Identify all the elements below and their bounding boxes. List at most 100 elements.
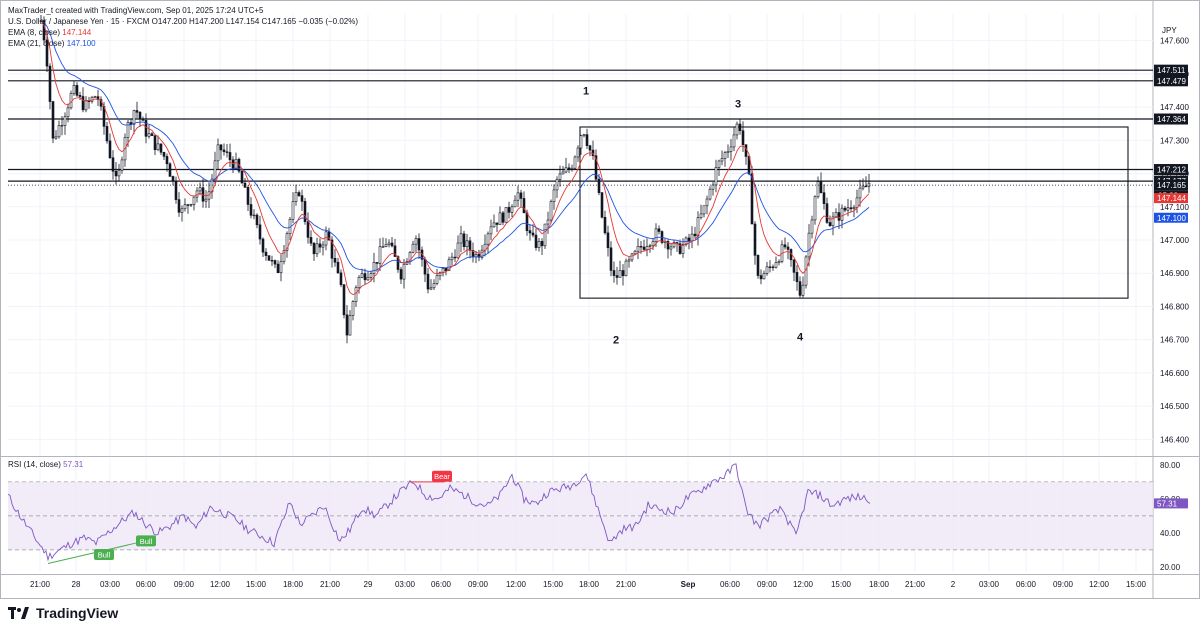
candle-body bbox=[687, 237, 691, 242]
ema8-legend[interactable]: EMA (8, close) 147.144 bbox=[8, 27, 358, 38]
candle-body bbox=[315, 243, 319, 255]
candle-body bbox=[612, 270, 616, 276]
candle-body bbox=[738, 123, 742, 131]
candle-body bbox=[516, 192, 520, 201]
candle-body bbox=[531, 232, 535, 236]
candle-body bbox=[249, 204, 253, 216]
x-tick-label: 03:00 bbox=[979, 580, 1000, 589]
candle-body bbox=[741, 130, 745, 145]
candle-body bbox=[702, 205, 706, 215]
candle-body bbox=[60, 125, 64, 127]
x-tick-label: 09:00 bbox=[468, 580, 489, 589]
wave-point-label: 3 bbox=[735, 99, 741, 111]
ema8-value: 147.144 bbox=[62, 28, 92, 37]
candle-body bbox=[843, 207, 847, 211]
candle-body bbox=[144, 120, 148, 137]
candle-body bbox=[336, 261, 340, 274]
candle-body bbox=[447, 259, 451, 272]
candle-body bbox=[324, 231, 328, 246]
divergence-label-bg bbox=[136, 535, 156, 547]
candle-body bbox=[414, 238, 418, 245]
candle-body bbox=[729, 146, 733, 152]
y-tick-label: 146.500 bbox=[1160, 402, 1189, 411]
candle-body bbox=[855, 197, 859, 208]
candle-body bbox=[840, 207, 844, 221]
candle-body bbox=[291, 201, 295, 220]
y-tick-label: 147.000 bbox=[1160, 236, 1189, 245]
divergence-label-bg bbox=[94, 548, 114, 560]
rsi-legend-value: 57.31 bbox=[63, 460, 84, 469]
candle-body bbox=[225, 151, 229, 153]
level-price-tag-bg bbox=[1154, 113, 1188, 125]
candle-body bbox=[777, 261, 781, 263]
candle-body bbox=[648, 245, 652, 247]
candle-body bbox=[756, 255, 760, 276]
x-tick-label: 15:00 bbox=[246, 580, 267, 589]
candle-body bbox=[450, 256, 454, 261]
candle-body bbox=[279, 261, 283, 274]
candle-body bbox=[138, 111, 142, 120]
rsi-y-tick-label: 80.00 bbox=[1160, 461, 1181, 470]
x-tick-label: 21:00 bbox=[616, 580, 637, 589]
candle-body bbox=[78, 95, 82, 97]
divergence-label: Bull bbox=[98, 550, 111, 559]
candle-body bbox=[627, 259, 631, 262]
candle-body bbox=[585, 134, 589, 146]
level-price-tag-bg bbox=[1154, 64, 1188, 76]
candle-body bbox=[621, 270, 625, 277]
wave-point-label: 4 bbox=[797, 331, 804, 343]
ema21-legend[interactable]: EMA (21, close) 147.100 bbox=[8, 38, 358, 49]
candle-body bbox=[501, 212, 505, 223]
rsi-value-tag-bg bbox=[1154, 498, 1188, 509]
rsi-y-tick-label: 20.00 bbox=[1160, 563, 1181, 572]
candle-body bbox=[498, 212, 502, 225]
candle-body bbox=[231, 159, 235, 169]
candle-body bbox=[267, 255, 271, 261]
symbol-name[interactable]: U.S. Dollar / Japanese Yen · 15 · FXCM bbox=[8, 17, 150, 26]
y-tick-label: 147.300 bbox=[1160, 136, 1189, 145]
candle-body bbox=[786, 246, 790, 250]
candle-body bbox=[846, 207, 850, 211]
candle-body bbox=[303, 201, 307, 222]
level-price-tag: 147.479 bbox=[1157, 77, 1186, 86]
symbol-line: U.S. Dollar / Japanese Yen · 15 · FXCM O… bbox=[8, 16, 358, 27]
candle-body bbox=[459, 233, 463, 244]
x-tick-label: 06:00 bbox=[431, 580, 452, 589]
candle-body bbox=[633, 250, 637, 255]
ohlc-values: O147.200 H147.200 L147.154 C147.165 −0.0… bbox=[151, 17, 359, 26]
y-tick-label: 147.100 bbox=[1160, 203, 1189, 212]
candle-body bbox=[693, 233, 697, 237]
candle-body bbox=[270, 259, 274, 262]
candle-body bbox=[276, 263, 280, 274]
ema8-price-tag-bg bbox=[1154, 193, 1188, 204]
rsi-legend[interactable]: RSI (14, close) 57.31 bbox=[8, 459, 83, 470]
candle-body bbox=[807, 232, 811, 258]
candle-body bbox=[540, 241, 544, 247]
candle-body bbox=[261, 238, 265, 253]
ema21-label: EMA (21, close) bbox=[8, 39, 65, 48]
candle-body bbox=[411, 243, 415, 253]
candle-body bbox=[66, 107, 70, 118]
candle-body bbox=[573, 156, 577, 169]
candle-body bbox=[84, 100, 88, 111]
candle-body bbox=[642, 246, 646, 250]
candle-body bbox=[864, 185, 868, 188]
candle-body bbox=[342, 284, 346, 316]
candle-body bbox=[513, 199, 517, 208]
candle-body bbox=[330, 239, 334, 259]
wave-point-label: 2 bbox=[613, 335, 619, 347]
chart-header: MaxTrader_t created with TradingView.com… bbox=[8, 5, 358, 49]
candle-body bbox=[477, 254, 481, 258]
candle-body bbox=[309, 237, 313, 244]
candle-body bbox=[393, 245, 397, 257]
candle-body bbox=[594, 155, 598, 180]
candle-body bbox=[681, 244, 685, 254]
current-price-tag-bg bbox=[1154, 179, 1188, 191]
candle-body bbox=[720, 158, 724, 162]
footer-brand[interactable]: TradingView bbox=[8, 604, 118, 622]
candle-body bbox=[849, 207, 853, 209]
x-tick-label: 28 bbox=[72, 580, 81, 589]
candle-body bbox=[381, 246, 385, 248]
candle-body bbox=[582, 134, 586, 137]
